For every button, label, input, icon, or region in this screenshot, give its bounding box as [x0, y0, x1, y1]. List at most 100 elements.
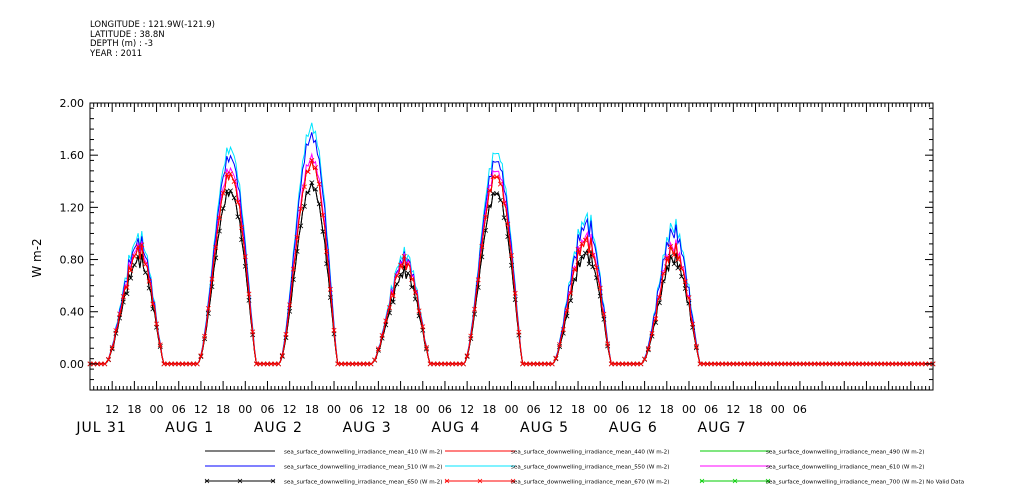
series-marker: [379, 333, 385, 339]
series-marker: [664, 255, 670, 261]
series-marker: [298, 223, 304, 229]
x-hour-tick-label: 06: [527, 403, 541, 416]
legend-entry-label: sea_surface_downwelling_irradiance_mean_…: [284, 465, 442, 471]
legend-entry-label: sea_surface_downwelling_irradiance_mean_…: [284, 450, 442, 456]
series-marker: [131, 253, 137, 259]
series-marker: [361, 361, 367, 367]
legend-entry-label: sea_surface_downwelling_irradiance_mean_…: [284, 480, 442, 486]
series-marker: [412, 296, 418, 302]
series-marker: [150, 301, 156, 307]
legend-entry-label: sea_surface_downwelling_irradiance_mean_…: [766, 465, 924, 471]
series-marker: [819, 361, 825, 367]
series-marker: [775, 361, 781, 367]
series-marker: [520, 361, 526, 367]
x-hour-tick-label: 12: [726, 403, 740, 416]
series-marker: [627, 361, 633, 367]
series-marker: [586, 261, 592, 267]
series-marker: [464, 353, 470, 359]
series-marker: [838, 361, 844, 367]
series-marker: [701, 361, 707, 367]
series-marker: [338, 361, 344, 367]
series-marker: [534, 361, 540, 367]
series-marker: [435, 361, 441, 367]
series-marker: [327, 295, 333, 301]
y-tick-label: 0.40: [60, 306, 85, 319]
legend-marker: [237, 478, 243, 484]
series-marker: [135, 244, 141, 250]
series-marker: [808, 361, 814, 367]
series-marker: [472, 311, 478, 317]
series-marker: [605, 341, 611, 347]
series-marker: [697, 361, 703, 367]
x-hour-tick-label: 06: [615, 403, 629, 416]
series-marker: [128, 275, 134, 281]
series-marker: [161, 361, 167, 367]
x-date-label: AUG 5: [520, 420, 569, 436]
series-marker: [165, 361, 171, 367]
series-marker: [427, 361, 433, 367]
series-marker: [793, 361, 799, 367]
series-marker: [250, 329, 256, 335]
series-marker: [631, 361, 636, 367]
series-marker: [124, 291, 130, 297]
series-marker: [131, 262, 137, 268]
x-hour-tick-label: 12: [194, 403, 208, 416]
series-marker: [228, 188, 233, 194]
y-tick-label: 2.00: [60, 97, 85, 110]
series-marker: [538, 361, 544, 367]
series-marker: [712, 361, 718, 367]
series-marker: [501, 200, 507, 206]
x-hour-tick-label: 00: [682, 403, 696, 416]
series-marker: [128, 267, 134, 273]
series-marker: [830, 361, 836, 367]
x-hour-tick-label: 00: [416, 403, 430, 416]
series-marker: [915, 361, 921, 367]
series-marker: [350, 361, 355, 367]
series-marker: [845, 361, 851, 367]
x-date-label: AUG 3: [343, 420, 392, 436]
series-marker: [468, 333, 474, 339]
legend-marker: [699, 478, 705, 484]
series-marker: [120, 293, 126, 299]
series-marker: [634, 361, 640, 367]
series-marker: [313, 165, 319, 171]
series-marker: [616, 361, 622, 367]
series-marker: [571, 266, 577, 272]
series-marker: [900, 361, 906, 367]
series-marker: [767, 361, 773, 367]
series-marker: [154, 321, 160, 327]
legend-entry-label: sea_surface_downwelling_irradiance_mean_…: [511, 450, 669, 456]
legend-entry-label: sea_surface_downwelling_irradiance_mean_…: [766, 480, 964, 486]
x-hour-tick-label: 00: [238, 403, 252, 416]
series-marker: [856, 361, 862, 367]
x-hour-tick-label: 18: [482, 403, 496, 416]
series-marker: [194, 361, 200, 367]
metadata-header: LONGITUDE : 121.9W(-121.9) LATITUDE : 38…: [90, 20, 215, 59]
series-marker: [527, 361, 533, 367]
series-marker: [106, 356, 111, 362]
legend-entry-label: sea_surface_downwelling_irradiance_mean_…: [511, 480, 669, 486]
series-marker: [668, 244, 673, 249]
series-marker: [867, 361, 873, 367]
series-marker: [202, 333, 208, 339]
series-marker: [398, 262, 404, 268]
series-marker: [113, 328, 119, 334]
series-marker: [198, 353, 204, 359]
x-date-label: AUG 7: [698, 420, 747, 436]
series-marker: [98, 361, 104, 367]
series-marker: [738, 361, 744, 367]
series-marker: [760, 361, 766, 367]
series-marker: [290, 266, 296, 272]
series-marker: [889, 361, 895, 367]
header-year: YEAR : 2011: [90, 48, 143, 59]
series-marker: [313, 186, 319, 192]
series-marker: [708, 361, 714, 367]
series-marker: [782, 361, 788, 367]
series-marker: [383, 318, 389, 324]
series-marker: [235, 214, 241, 220]
series-marker: [231, 178, 237, 184]
series-marker: [645, 345, 651, 351]
series-marker: [298, 206, 304, 212]
series-marker: [815, 361, 821, 367]
series-marker: [601, 316, 607, 322]
